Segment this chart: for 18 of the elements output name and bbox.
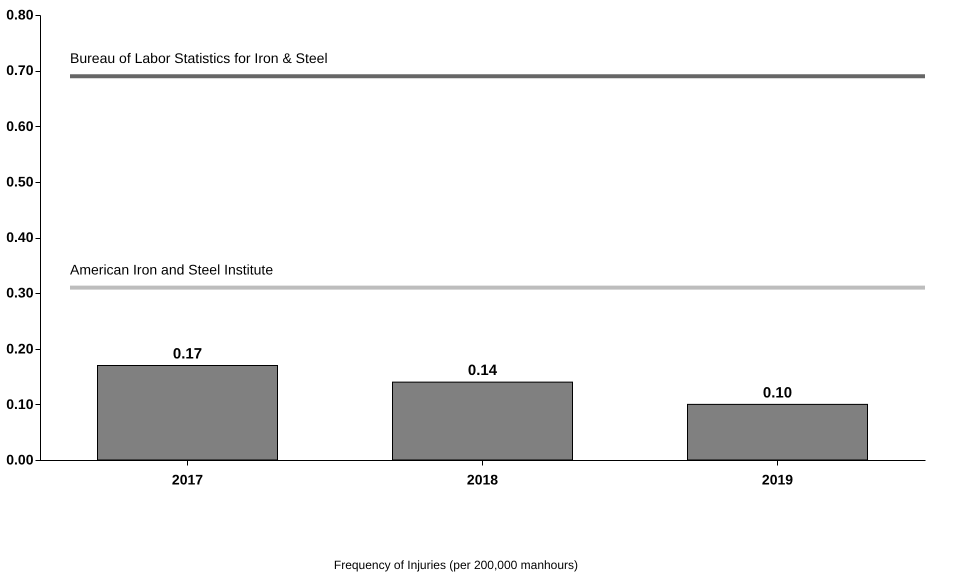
y-tick-label: 0.30 (6, 284, 34, 301)
ref-line-label: Bureau of Labor Statistics for Iron & Steel (70, 50, 328, 66)
x-tick-label: 2017 (172, 472, 204, 488)
data-label: 0.10 (762, 384, 792, 402)
y-tick-label: 0.60 (6, 118, 34, 134)
x-tick-label: 2019 (762, 472, 794, 488)
y-tick-label: 0.70 (6, 62, 34, 78)
y-tick-label: 0.10 (6, 396, 34, 412)
y-tick-label: 0.80 (6, 6, 34, 22)
data-label: 0.14 (468, 362, 498, 380)
y-tick-label: 0.40 (6, 229, 34, 245)
y-tick-label: 0.20 (6, 340, 34, 356)
text: Frequency of Injuries (per 200,000 manhours) (334, 558, 578, 572)
y-tick-label: 0.50 (6, 173, 34, 190)
x-tick-label: 2018 (466, 472, 498, 488)
ref-line-label: American Iron and Steel Institute (70, 262, 274, 278)
y-tick-label: 0.00 (6, 452, 34, 468)
data-label: 0.17 (172, 345, 202, 362)
